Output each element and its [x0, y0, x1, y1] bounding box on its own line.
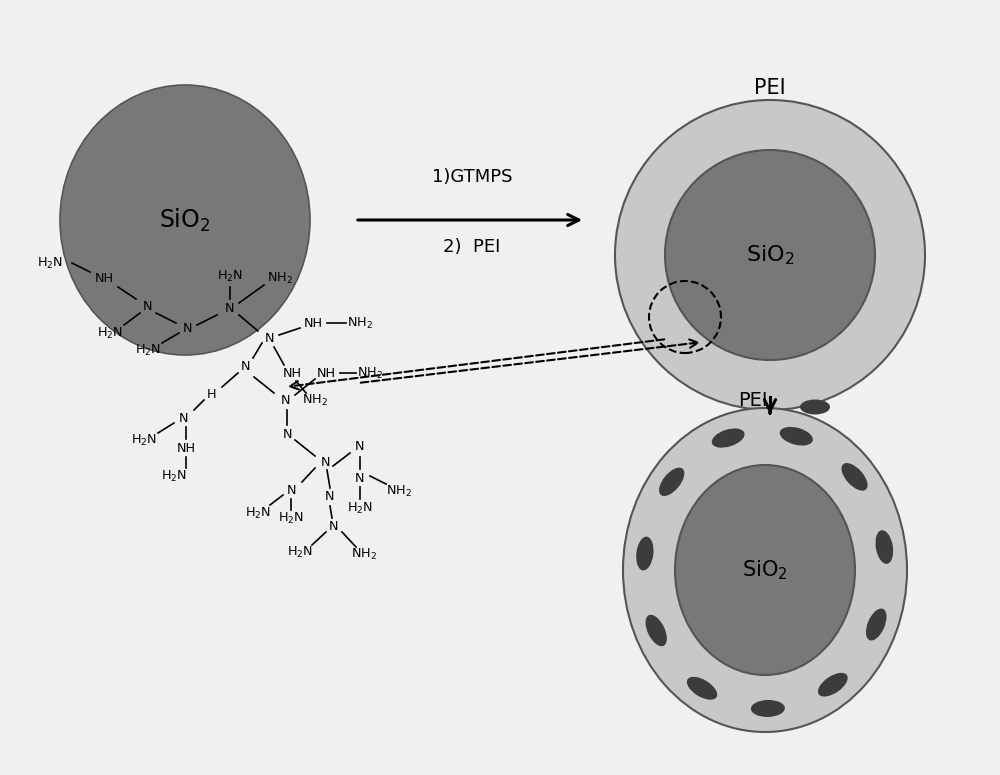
Ellipse shape [623, 408, 907, 732]
Ellipse shape [875, 530, 893, 564]
Text: $\mathrm{NH_2}$: $\mathrm{NH_2}$ [302, 392, 328, 408]
Text: $\mathrm{H_2N}$: $\mathrm{H_2N}$ [135, 343, 161, 357]
Text: N: N [355, 471, 365, 484]
Text: N: N [329, 521, 339, 533]
Text: $\mathrm{NH_2}$: $\mathrm{NH_2}$ [386, 484, 412, 498]
Text: NH: NH [176, 442, 196, 454]
Text: N: N [183, 322, 193, 336]
Text: $\mathrm{H_2N}$: $\mathrm{H_2N}$ [278, 511, 304, 525]
Text: $\mathrm{H_2N}$: $\mathrm{H_2N}$ [347, 501, 373, 515]
Text: PEI: PEI [754, 78, 786, 98]
Text: $\mathrm{NH_2}$: $\mathrm{NH_2}$ [351, 546, 377, 562]
Text: $\mathrm{H_2N}$: $\mathrm{H_2N}$ [37, 256, 63, 270]
Text: H: H [207, 388, 217, 401]
Text: N: N [320, 456, 330, 470]
Text: N: N [355, 440, 365, 453]
Text: N: N [286, 484, 296, 497]
Text: N: N [143, 301, 153, 314]
Text: $\mathrm{NH_2}$: $\mathrm{NH_2}$ [357, 366, 383, 381]
Text: $\mathrm{SiO_2}$: $\mathrm{SiO_2}$ [159, 206, 211, 233]
Text: 1)GTMPS: 1)GTMPS [432, 168, 512, 186]
Text: N: N [282, 428, 292, 440]
Ellipse shape [675, 465, 855, 675]
Ellipse shape [646, 615, 667, 646]
Ellipse shape [818, 673, 848, 697]
Ellipse shape [687, 677, 717, 700]
Text: $\mathrm{H_2N}$: $\mathrm{H_2N}$ [161, 468, 187, 484]
Text: PEI: PEI [738, 391, 768, 409]
Text: $\mathrm{H_2N}$: $\mathrm{H_2N}$ [217, 268, 243, 284]
Ellipse shape [636, 536, 654, 570]
Text: $\mathrm{SiO_2}$: $\mathrm{SiO_2}$ [746, 243, 794, 267]
Text: $\mathrm{NH_2}$: $\mathrm{NH_2}$ [347, 315, 373, 331]
Circle shape [615, 100, 925, 410]
Text: $\mathrm{H_2N}$: $\mathrm{H_2N}$ [245, 505, 271, 521]
Ellipse shape [751, 700, 785, 717]
Text: N: N [265, 332, 275, 345]
Text: $\mathrm{NH_2}$: $\mathrm{NH_2}$ [267, 270, 293, 285]
Text: N: N [325, 491, 335, 504]
Text: NH: NH [94, 273, 114, 285]
Text: $\mathrm{SiO_2}$: $\mathrm{SiO_2}$ [742, 558, 788, 582]
Circle shape [665, 150, 875, 360]
Ellipse shape [712, 429, 745, 448]
Text: 2)  PEI: 2) PEI [443, 238, 501, 256]
Text: NH: NH [316, 367, 336, 380]
Text: N: N [225, 302, 235, 315]
Text: $\mathrm{H_2N}$: $\mathrm{H_2N}$ [97, 326, 123, 340]
Text: N: N [280, 394, 290, 407]
Text: $\mathrm{H_2N}$: $\mathrm{H_2N}$ [131, 432, 157, 447]
Text: NH: NH [282, 367, 302, 380]
Text: $\mathrm{H_2N}$: $\mathrm{H_2N}$ [287, 545, 313, 560]
Text: N: N [179, 412, 189, 425]
Ellipse shape [60, 85, 310, 355]
Text: N: N [241, 360, 251, 374]
Text: NH: NH [303, 316, 323, 329]
Ellipse shape [659, 467, 684, 496]
Ellipse shape [800, 399, 830, 415]
Ellipse shape [780, 427, 813, 446]
Ellipse shape [841, 463, 868, 491]
Ellipse shape [866, 608, 887, 640]
